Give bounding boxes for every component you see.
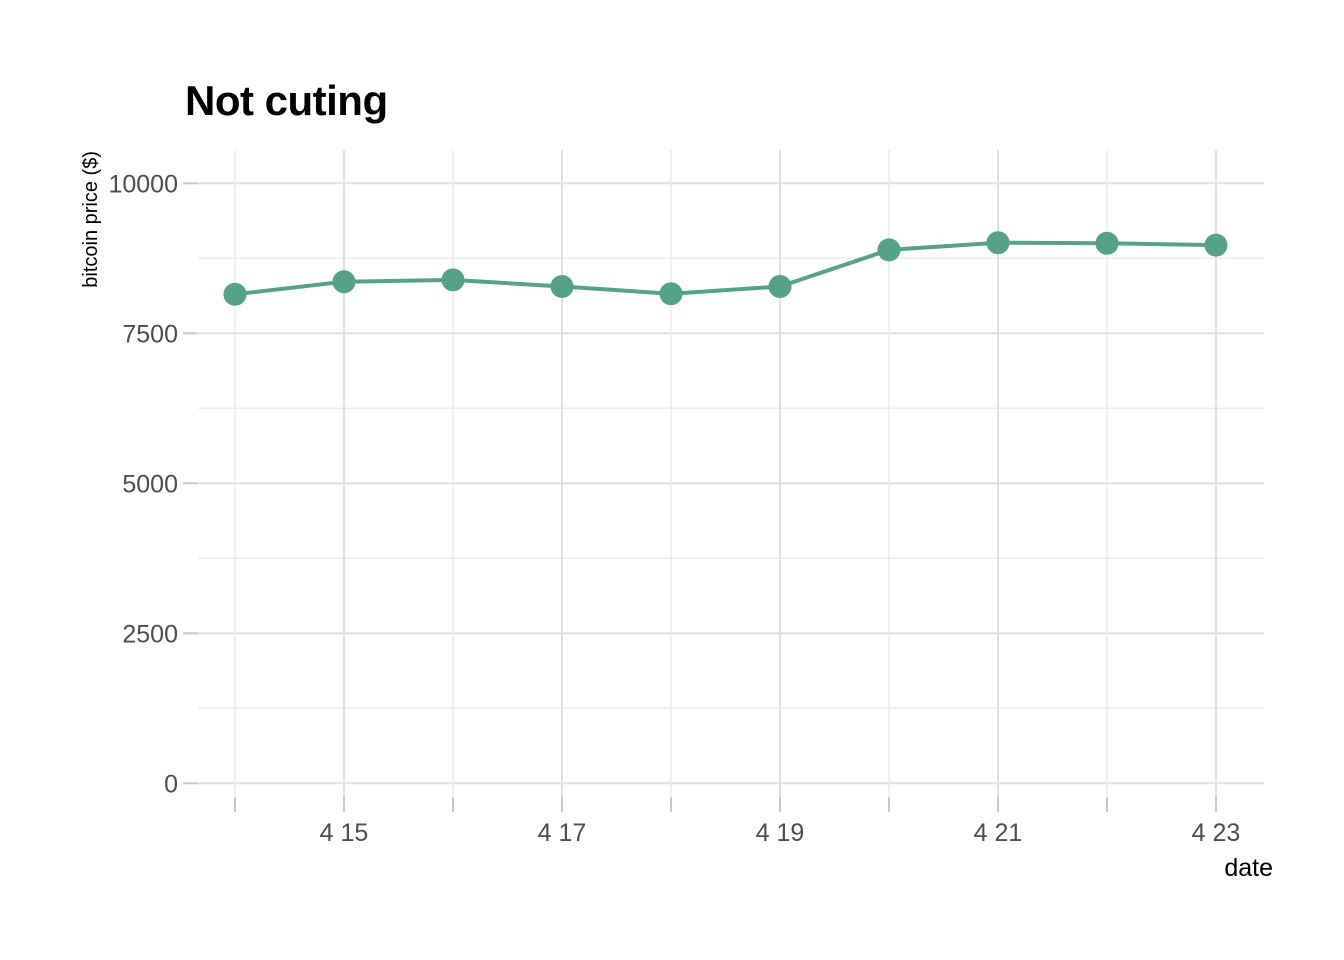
x-tick-label: 4 23 (1192, 819, 1241, 847)
y-tick-label: 10000 (108, 170, 178, 198)
data-point (550, 275, 574, 298)
x-axis-title: date (1224, 854, 1273, 882)
x-tick-label: 4 17 (538, 819, 587, 847)
data-point (768, 275, 792, 298)
data-point (441, 268, 465, 292)
data-point (1204, 233, 1228, 257)
y-tick-label: 0 (164, 770, 178, 798)
y-tick-label: 5000 (122, 470, 178, 498)
chart-title: Not cuting (185, 77, 388, 124)
data-point (332, 270, 356, 294)
data-point (659, 282, 683, 306)
data-point (986, 231, 1010, 255)
x-tick-label: 4 15 (320, 819, 369, 847)
price-line (233, 240, 1218, 297)
data-point (877, 238, 901, 262)
x-tick-label: 4 19 (756, 819, 805, 847)
data-point (1095, 231, 1119, 255)
y-tick-label: 2500 (122, 620, 178, 648)
x-tick-label: 4 21 (974, 819, 1023, 847)
y-tick-label: 7500 (122, 320, 178, 348)
data-point (223, 282, 247, 306)
